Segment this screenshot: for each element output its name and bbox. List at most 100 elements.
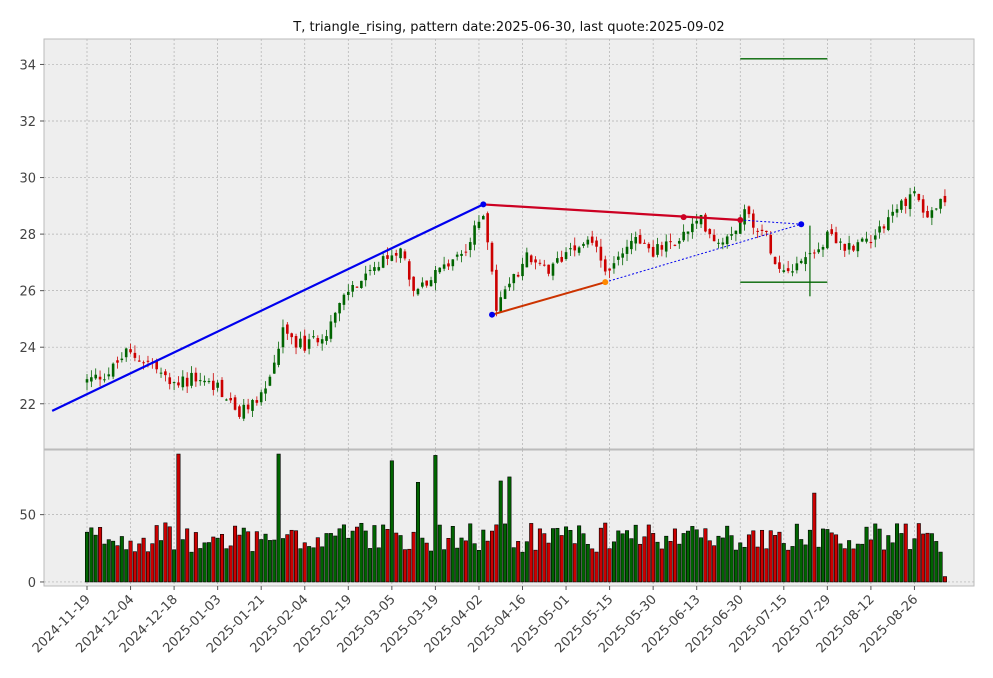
candle-body: [137, 360, 141, 362]
resistance-line: [483, 203, 741, 222]
volume-bar: [598, 527, 603, 583]
volume-bar: [803, 544, 808, 583]
trend-line: [51, 203, 484, 412]
volume-bar: [638, 543, 643, 583]
candle-body: [717, 242, 720, 244]
volume-bar: [185, 528, 190, 583]
volume-bar: [267, 540, 272, 583]
candle-body: [778, 262, 781, 269]
volume-bar: [180, 539, 185, 583]
price-tick-label: 32: [19, 115, 36, 130]
candle-body: [760, 229, 764, 231]
volume-bar: [145, 551, 150, 583]
candle-body: [834, 232, 838, 244]
candle-body: [133, 352, 137, 358]
volume-bar: [311, 547, 316, 583]
candle-body: [364, 273, 368, 281]
candle-body: [521, 263, 524, 277]
candle-body: [516, 274, 520, 277]
candle-body: [878, 226, 881, 233]
candle-body: [826, 231, 829, 249]
candle-body: [638, 235, 642, 244]
volume-bar: [751, 530, 756, 583]
candle-body: [290, 333, 293, 338]
volume-bar: [851, 548, 856, 583]
volume-bar: [163, 522, 168, 583]
candle-body: [403, 251, 407, 259]
candle-body: [634, 236, 638, 244]
volume-bar: [507, 476, 512, 583]
volume-bar: [703, 528, 708, 583]
volume-bar: [324, 533, 329, 583]
candle-body: [734, 230, 738, 234]
candle-body: [190, 372, 193, 386]
volume-bar: [590, 548, 595, 583]
candle-body: [843, 243, 847, 251]
candle-body: [525, 252, 529, 268]
volume-bar: [476, 550, 481, 583]
price-tick-label: 28: [19, 228, 36, 243]
volume-bar: [215, 537, 220, 583]
volume-bar: [812, 492, 817, 583]
candle-body: [730, 234, 733, 236]
volume-bar: [272, 539, 277, 583]
candle-body: [821, 246, 825, 250]
volume-bar: [119, 536, 124, 583]
volume-bar: [154, 525, 159, 583]
volume-bar: [868, 539, 873, 583]
candle-body: [782, 270, 786, 272]
volume-bar: [263, 533, 268, 583]
pivot-point: [680, 214, 687, 221]
volume-bar: [402, 549, 407, 583]
volume-bar: [359, 522, 364, 583]
candle-body: [329, 321, 333, 339]
candle-body: [486, 213, 489, 243]
volume-bar: [328, 533, 333, 583]
volume-bar: [398, 535, 403, 583]
candle-body: [817, 249, 820, 253]
candle-body: [434, 270, 437, 284]
volume-bar: [816, 546, 821, 583]
volume-bar: [294, 530, 299, 583]
candle-body: [468, 242, 472, 251]
candle-body: [103, 379, 106, 381]
volume-bar: [860, 543, 865, 583]
volume-bar: [424, 542, 429, 583]
volume-bar: [389, 460, 394, 583]
candle-body: [286, 324, 289, 334]
volume-bar: [925, 532, 930, 583]
candle-body: [172, 382, 176, 384]
candle-body: [477, 221, 481, 228]
volume-bar: [459, 537, 464, 583]
volume-bar: [664, 535, 669, 583]
volume-bar: [124, 549, 129, 583]
candle-body: [203, 380, 206, 383]
volume-bar: [102, 543, 107, 583]
candle-body: [673, 244, 677, 246]
volume-bar: [137, 543, 142, 583]
candle-body: [142, 362, 145, 364]
candle-body: [773, 256, 777, 265]
volume-bar: [847, 540, 852, 583]
volume-bar: [302, 542, 307, 583]
volume-bar: [346, 537, 351, 583]
volume-bar: [625, 530, 630, 583]
candle-body: [303, 335, 307, 351]
candle-body: [812, 252, 816, 254]
candle-body: [394, 252, 398, 256]
volume-bar: [298, 548, 303, 583]
volume-bar: [315, 537, 320, 583]
candle-body: [360, 280, 363, 288]
volume-bar: [838, 543, 843, 583]
pivot-point: [489, 311, 496, 318]
candle-body: [508, 283, 511, 288]
candle-body: [368, 269, 372, 271]
volume-bar: [659, 548, 664, 583]
candle-body: [599, 246, 603, 261]
volume-bar: [150, 543, 155, 583]
volume-bar: [616, 530, 621, 583]
candle-body: [473, 225, 476, 245]
volume-bar: [825, 529, 830, 583]
volume-bar: [85, 531, 90, 583]
volume-bar: [241, 527, 246, 583]
